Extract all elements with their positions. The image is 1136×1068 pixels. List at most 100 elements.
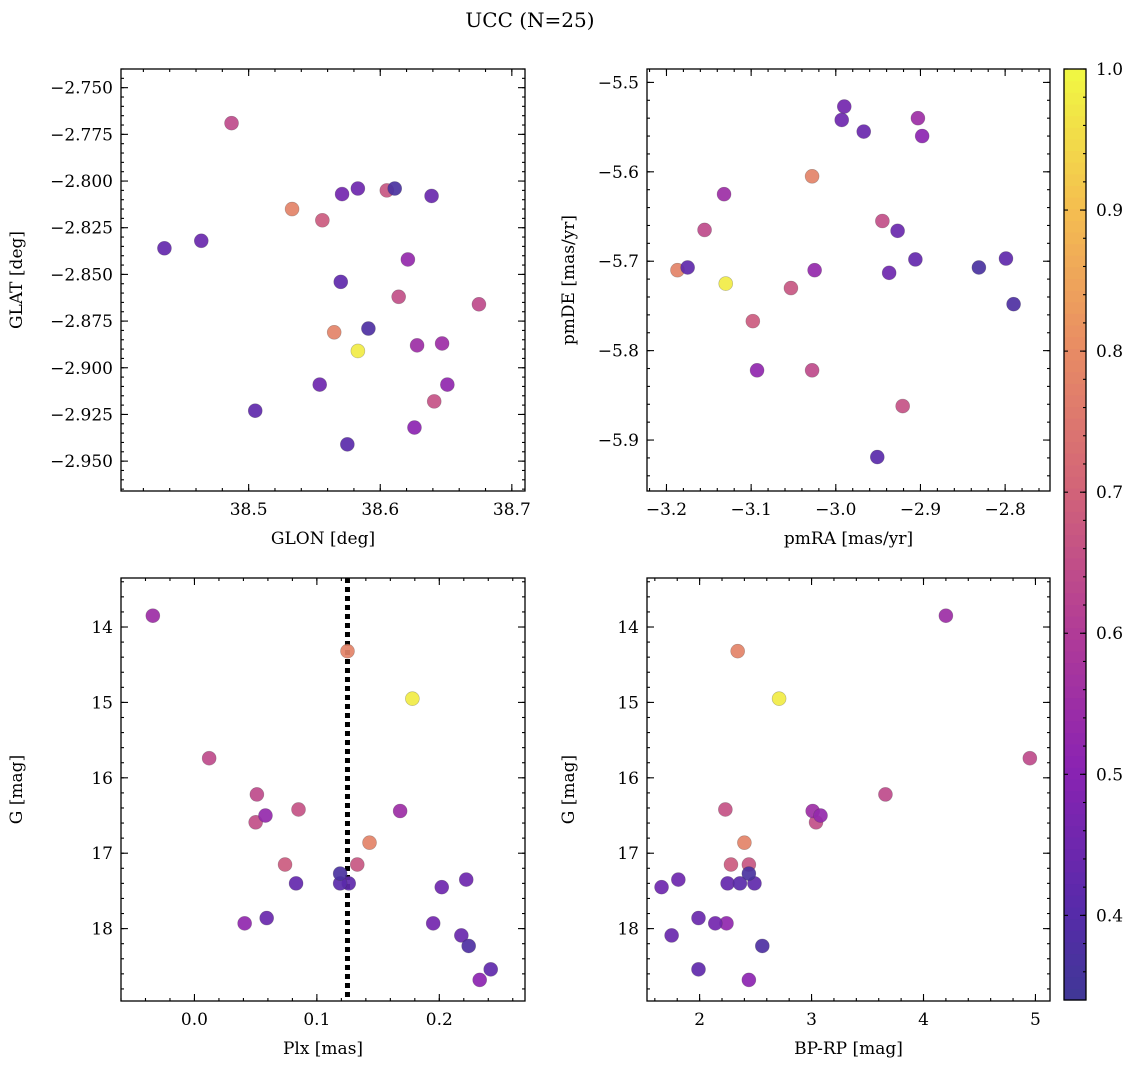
data-point-7 xyxy=(326,324,342,340)
y-tick-label: −5.8 xyxy=(598,342,639,362)
x-axis-label: Plx [mas] xyxy=(283,1039,363,1059)
y-tick-label: 16 xyxy=(91,769,113,789)
axes-frame xyxy=(120,68,526,492)
colorbar-segment xyxy=(1064,220,1086,233)
colorbar-segment xyxy=(1064,965,1086,978)
colorbar-segment xyxy=(1064,80,1086,93)
x-axis-label: pmRA [mas/yr] xyxy=(784,529,913,549)
colorbar-segment xyxy=(1064,604,1086,617)
data-point-6 xyxy=(895,398,910,414)
data-point-17 xyxy=(664,928,679,943)
colorbar-segment xyxy=(1064,371,1086,384)
axes-frame xyxy=(120,577,526,1002)
x-axis-label: BP-RP [mag] xyxy=(794,1039,903,1059)
colorbar-segment xyxy=(1064,394,1086,408)
figure-title: UCC (N=25) xyxy=(465,8,594,32)
colorbar-segment xyxy=(1064,860,1086,873)
colorbar: 0.4 0.5 0.6 0.7 0.8 0.9 1.0 xyxy=(1063,60,1123,1001)
colorbar-segment xyxy=(1064,918,1086,931)
data-point-19 xyxy=(157,240,172,256)
colorbar-segment xyxy=(1064,581,1086,594)
data-point-13 xyxy=(741,972,757,988)
colorbar-segment xyxy=(1064,976,1086,989)
data-point-1 xyxy=(284,201,300,217)
data-point-2 xyxy=(277,857,293,872)
colorbar-segment xyxy=(1064,197,1086,210)
colorbar-segment xyxy=(1064,546,1086,559)
data-point-17 xyxy=(890,223,905,239)
colorbar-segment xyxy=(1064,511,1086,524)
colorbar-segment xyxy=(1064,92,1086,105)
x-tick-label: 0.0 xyxy=(181,1010,208,1030)
subplots: 38.5 38.6 38.7−2.750−2.775−2.800−2.825−2.8… xyxy=(7,68,1051,1059)
data-point-7 xyxy=(804,168,820,184)
y-tick-label: −2.875 xyxy=(50,312,113,332)
colorbar-segment xyxy=(1064,208,1086,221)
colorbar-tick-label: 0.5 xyxy=(1096,765,1123,785)
colorbar-segment xyxy=(1064,557,1086,571)
data-point-19 xyxy=(720,876,735,891)
colorbar-segment xyxy=(1064,930,1086,943)
data-point-3 xyxy=(783,280,799,296)
colorbar-segment xyxy=(1064,383,1086,396)
y-tick-label: 18 xyxy=(91,920,113,940)
colorbar-segment xyxy=(1064,441,1086,454)
colorbar-segment xyxy=(1064,336,1086,349)
scatter-points xyxy=(654,608,1038,988)
data-point-6 xyxy=(426,394,442,409)
data-point-20 xyxy=(691,962,706,977)
data-point-15 xyxy=(350,181,366,196)
colorbar-segment xyxy=(1064,627,1086,640)
data-point-13 xyxy=(914,128,930,144)
colorbar-segment xyxy=(1064,569,1086,582)
data-point-15 xyxy=(834,112,850,128)
y-tick-label: −2.825 xyxy=(50,219,113,239)
colorbar-segment xyxy=(1064,185,1086,198)
colorbar-segment xyxy=(1064,127,1086,140)
data-point-20 xyxy=(998,251,1014,266)
y-tick-label: 15 xyxy=(617,693,639,713)
axes-frame xyxy=(646,68,1051,492)
data-point-10 xyxy=(434,336,450,351)
colorbar-segment xyxy=(1064,138,1086,152)
data-point-23 xyxy=(755,938,770,954)
data-point-20 xyxy=(247,403,263,419)
colorbar-segment xyxy=(1064,988,1086,1001)
data-point-0 xyxy=(1022,750,1038,766)
data-point-3 xyxy=(349,857,365,872)
y-axis-label: pmDE [mas/yr] xyxy=(559,215,579,345)
colorbar-segment xyxy=(1064,848,1086,861)
data-point-15 xyxy=(434,879,450,895)
data-point-24 xyxy=(387,181,403,196)
x-tick-label: 0.1 xyxy=(303,1010,330,1030)
colorbar-segment xyxy=(1064,662,1086,675)
data-point-16 xyxy=(881,265,897,281)
data-point-24 xyxy=(971,260,987,275)
axes-frame xyxy=(646,577,1051,1002)
colorbar-segment xyxy=(1064,790,1086,803)
x-tick-label: −2.8 xyxy=(984,500,1025,520)
y-tick-label: −2.850 xyxy=(50,265,113,285)
colorbar-segment xyxy=(1064,359,1086,373)
colorbar-segment xyxy=(1064,883,1086,896)
data-point-14 xyxy=(707,916,723,931)
colorbar-segment xyxy=(1064,266,1086,280)
data-point-16 xyxy=(458,872,474,887)
colorbar-segment xyxy=(1064,348,1086,361)
colorbar-segment xyxy=(1064,162,1086,175)
colorbar-segment xyxy=(1064,685,1086,699)
data-point-14 xyxy=(334,186,350,202)
colorbar-segment xyxy=(1064,813,1086,827)
colorbar-segment xyxy=(1064,755,1086,768)
data-point-21 xyxy=(680,260,695,275)
data-point-9 xyxy=(145,608,161,624)
colorbar-segment xyxy=(1064,837,1086,850)
colorbar-segment xyxy=(1064,115,1086,128)
colorbar-segment xyxy=(1064,255,1086,268)
colorbar-tick-label: 1.0 xyxy=(1096,60,1123,80)
data-point-9 xyxy=(409,338,425,353)
colorbar-segment xyxy=(1064,429,1086,442)
data-point-14 xyxy=(836,99,852,114)
data-point-18 xyxy=(424,188,439,204)
x-tick-label: 38.5 xyxy=(230,500,268,520)
